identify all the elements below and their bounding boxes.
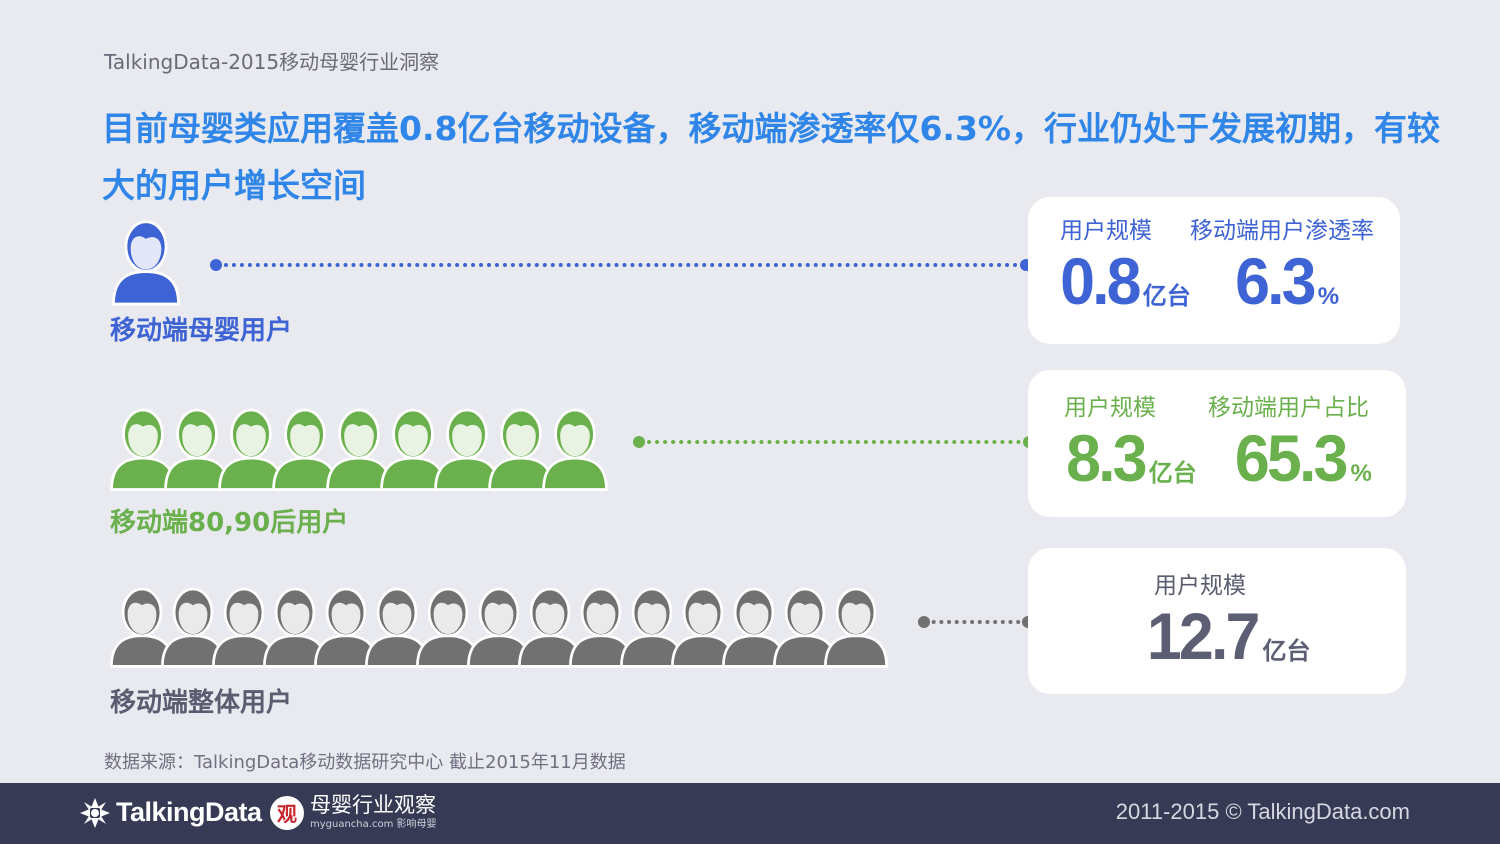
stat-label: 移动端用户占比 — [1208, 395, 1369, 421]
person-icon — [263, 587, 327, 668]
person-icon — [111, 220, 181, 306]
connector-line — [639, 440, 1029, 444]
people-group-row-2 — [106, 402, 612, 492]
row-label-2: 移动端80,90后用户 — [110, 508, 349, 538]
stat-value: 65.3% — [1234, 421, 1372, 495]
stat-value: 12.7 亿台 — [1146, 599, 1311, 673]
copyright: 2011-2015 © TalkingData.com — [1115, 799, 1410, 824]
person-icon — [488, 408, 554, 491]
stat-card-3: 用户规模 12.7 亿台 — [1028, 548, 1406, 694]
person-icon — [314, 587, 378, 668]
talkingdata-logo-text: TalkingData — [116, 797, 262, 827]
stat-card-1: 用户规模 0.8 亿台 移动端用户渗透率 6.3% — [1028, 197, 1400, 344]
stat-label: 用户规模 — [1060, 218, 1152, 244]
row-label-1: 移动端母婴用户 — [110, 316, 293, 346]
data-source-note: 数据来源：TalkingData移动数据研究中心 截止2015年11月数据 — [104, 752, 626, 773]
person-icon — [569, 587, 633, 668]
person-icon — [434, 408, 500, 491]
person-icon — [110, 587, 174, 668]
person-icon — [824, 587, 888, 668]
person-icon — [212, 587, 276, 668]
person-icon — [620, 587, 684, 668]
person-icon — [416, 587, 480, 668]
partner-title: 母婴行业观察 — [310, 793, 436, 817]
stat-label: 移动端用户渗透率 — [1190, 218, 1374, 244]
person-icon — [380, 408, 446, 491]
connector-line — [216, 263, 1026, 267]
person-icon — [218, 408, 284, 491]
person-icon — [326, 408, 392, 491]
stat-value: 8.3 亿台 — [1066, 421, 1197, 495]
partner-subtitle: myguancha.com 影响母婴 — [310, 819, 437, 830]
connector-line — [924, 620, 1028, 624]
people-group-row-3 — [106, 581, 892, 669]
stat-card-2: 用户规模 8.3 亿台 移动端用户占比 65.3% — [1028, 370, 1406, 517]
stat-value: 0.8 亿台 — [1060, 244, 1191, 318]
person-icon — [110, 408, 176, 491]
person-icon — [773, 587, 837, 668]
footer-bar: TalkingData 观 母婴行业观察 myguancha.com 影响母婴 … — [0, 783, 1500, 844]
talkingdata-logo: TalkingData — [80, 797, 262, 828]
partner-badge-icon: 观 — [270, 795, 304, 830]
row-label-3: 移动端整体用户 — [110, 688, 293, 718]
person-icon — [467, 587, 531, 668]
person-icon — [164, 408, 230, 491]
person-icon — [272, 408, 338, 491]
headline: 目前母婴类应用覆盖0.8亿台移动设备，移动端渗透率仅6.3%，行业仍处于发展初期… — [102, 109, 1440, 205]
person-icon — [671, 587, 735, 668]
person-icon — [542, 408, 608, 491]
people-group-row-1 — [106, 214, 186, 306]
stat-label: 用户规模 — [1064, 395, 1156, 421]
partner-logo: 观 母婴行业观察 myguancha.com 影响母婴 — [270, 795, 437, 830]
header-title: TalkingData-2015移动母婴行业洞察 — [104, 50, 440, 74]
stat-value: 6.3% — [1235, 244, 1340, 318]
person-icon — [161, 587, 225, 668]
talkingdata-logo-icon — [80, 797, 110, 828]
person-icon — [365, 587, 429, 668]
person-icon — [518, 587, 582, 668]
stat-label: 用户规模 — [1154, 573, 1246, 599]
